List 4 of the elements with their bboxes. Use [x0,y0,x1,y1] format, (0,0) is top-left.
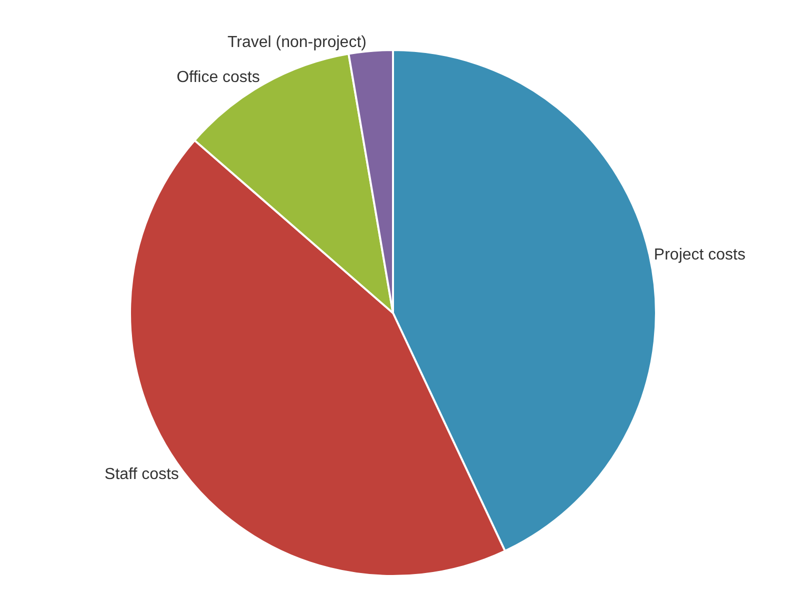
slice-label: Project costs [654,246,746,264]
slice-label: Travel (non-project) [227,34,366,52]
slice-label: Staff costs [104,466,179,484]
slice-label: Office costs [176,68,260,86]
